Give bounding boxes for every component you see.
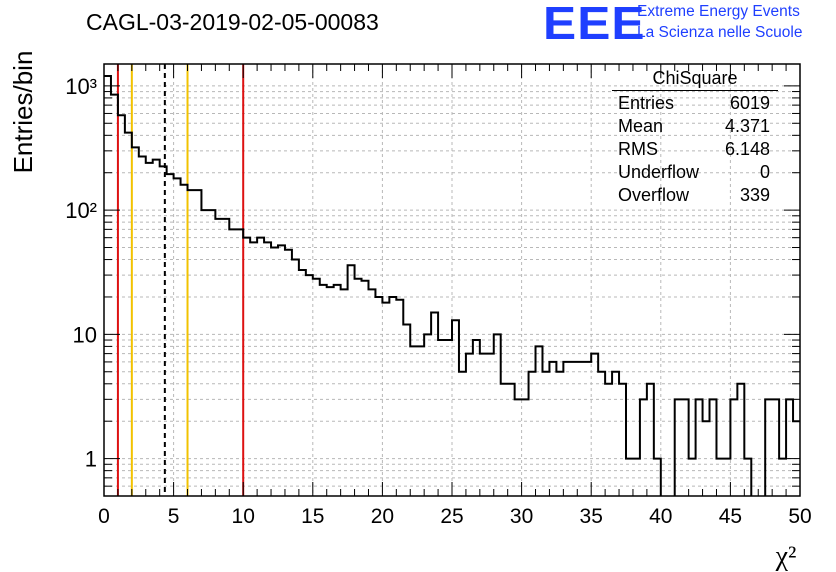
histogram-series (104, 75, 800, 496)
stats-key: Mean (618, 116, 664, 136)
y-tick-label: 10 (73, 322, 97, 347)
stats-value: 339 (739, 185, 770, 205)
x-tick-label: 45 (719, 505, 742, 528)
x-tick-label: 40 (649, 505, 672, 528)
y-axis-label: Entries/bin (8, 51, 38, 174)
stats-divider (612, 90, 778, 91)
eee-logo-mark: EEE (543, 0, 646, 49)
stats-row-underflow: Underflow 0 (618, 162, 770, 184)
x-axis-label: χ² (775, 541, 797, 572)
stats-row-overflow: Overflow 339 (618, 185, 770, 207)
stats-value: 4.371 (724, 116, 770, 136)
logo-subtitle-line2: La Scienza nelle Scuole (637, 24, 803, 41)
stats-key: Entries (618, 93, 675, 113)
stats-row-mean: Mean 4.371 (618, 116, 770, 138)
logo-subtitle-line1: Extreme Energy Events (637, 3, 800, 20)
y-tick-label: 10² (65, 198, 97, 223)
stats-key: Underflow (618, 162, 700, 182)
stats-value: 6.148 (724, 139, 770, 159)
x-tick-label: 10 (232, 505, 255, 528)
stats-value: 0 (759, 162, 770, 182)
y-tick-label: 10³ (65, 74, 97, 99)
stats-row-entries: Entries 6019 (618, 93, 770, 115)
y-tick-label: 1 (85, 447, 97, 472)
x-tick-label: 0 (98, 505, 110, 528)
x-tick-label: 35 (580, 505, 603, 528)
chart-title: CAGL-03-2019-02-05-00083 (86, 9, 379, 35)
stats-title: ChiSquare (652, 68, 738, 88)
x-tick-label: 20 (371, 505, 394, 528)
x-tick-label: 15 (301, 505, 324, 528)
eee-logo: EEE Extreme Energy Events La Scienza nel… (543, 0, 833, 49)
stats-row-rms: RMS 6.148 (618, 139, 770, 161)
x-tick-label: 50 (788, 505, 811, 528)
stats-key: RMS (618, 139, 658, 159)
stats-box: ChiSquare Entries 6019 Mean 4.371 RMS 6.… (612, 66, 778, 208)
x-tick-label: 25 (440, 505, 463, 528)
x-tick-label: 30 (510, 505, 533, 528)
stats-value: 6019 (729, 93, 770, 113)
x-tick-label: 5 (168, 505, 180, 528)
stats-key: Overflow (618, 185, 690, 205)
